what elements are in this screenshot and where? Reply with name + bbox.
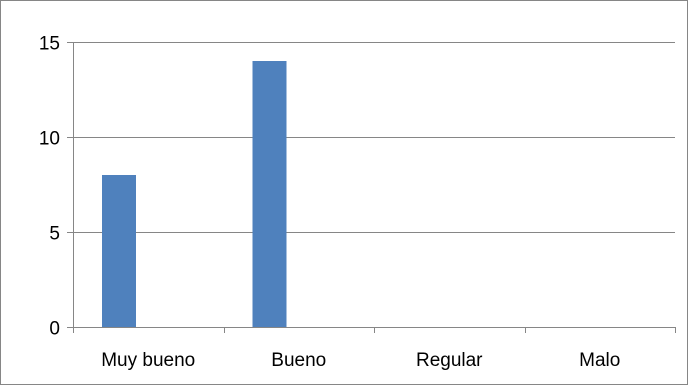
bar-bueno <box>252 61 287 327</box>
x-tick-labels: Muy bueno Bueno Regular Malo <box>101 350 620 371</box>
x-tick-label-regular: Regular <box>416 350 483 371</box>
y-tick-label-0: 0 <box>49 319 60 340</box>
x-tick-label-malo: Malo <box>579 350 620 371</box>
x-tick-label-bueno: Bueno <box>271 350 326 371</box>
bars <box>102 61 287 327</box>
y-tick-label-10: 10 <box>39 129 60 150</box>
bar-muy-bueno <box>102 175 136 327</box>
x-tick-label-muy-bueno: Muy bueno <box>101 350 195 371</box>
y-tick-label-15: 15 <box>39 34 60 55</box>
gridlines <box>73 42 675 233</box>
axes <box>67 42 676 333</box>
y-tick-label-5: 5 <box>49 224 60 245</box>
y-tick-labels: 0 5 10 15 <box>39 34 60 340</box>
